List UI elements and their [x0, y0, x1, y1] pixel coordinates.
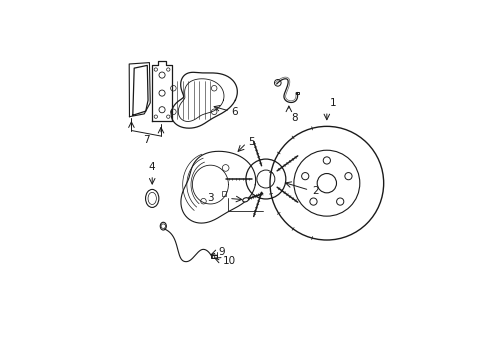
Text: 5: 5 [247, 136, 254, 147]
Text: 3: 3 [206, 193, 213, 203]
Bar [295, 92, 299, 94]
Text: 1: 1 [329, 98, 336, 108]
Text: 9: 9 [218, 247, 225, 257]
Text: 2: 2 [311, 186, 318, 196]
Ellipse shape [242, 198, 248, 202]
Text: 8: 8 [290, 113, 297, 123]
Text: 7: 7 [143, 135, 150, 145]
FancyBboxPatch shape [211, 255, 216, 258]
Text: 4: 4 [148, 162, 155, 172]
Text: 10: 10 [222, 256, 235, 266]
Text: 6: 6 [231, 108, 237, 117]
Bar [221, 191, 225, 195]
